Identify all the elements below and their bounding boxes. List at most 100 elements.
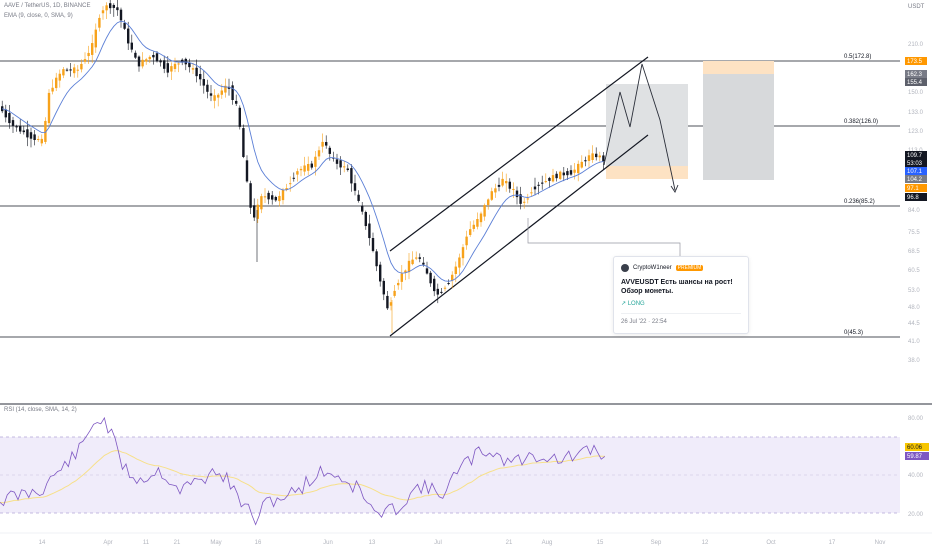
candle [69, 62, 72, 77]
candle [501, 171, 504, 188]
price-axis-label: 150.0 [908, 90, 924, 96]
candle [127, 21, 130, 51]
price-axis-label: 75.5 [908, 230, 920, 236]
candle [231, 81, 234, 105]
symbol-header[interactable]: AAVE / TetherUS, 1D, BINANCE [4, 3, 91, 9]
candle [479, 211, 483, 227]
candle [544, 173, 547, 184]
candle [281, 187, 285, 205]
projection-path[interactable] [603, 63, 676, 191]
channel-upper-line [389, 56, 649, 252]
candle [37, 135, 40, 142]
idea-author[interactable]: CryptoW1neer PREMIUM [621, 264, 704, 272]
candlestick-series[interactable] [1, 0, 605, 333]
candle [537, 181, 540, 195]
price-badge: 107.1 [905, 167, 927, 175]
idea-title[interactable]: AVVEUSDT Есть шансы на рост! Обзор монет… [621, 279, 733, 295]
rsi-axis-label: 40.00 [908, 473, 924, 479]
candle [465, 230, 468, 250]
ema-legend[interactable]: EMA (9, close, 0, SMA, 9) [4, 13, 73, 19]
candle [566, 168, 569, 180]
candle [458, 253, 461, 275]
price-axis-label: 68.5 [908, 249, 920, 255]
candle [587, 149, 591, 169]
idea-direction: ↗ LONG [621, 300, 645, 307]
candle [15, 124, 18, 132]
time-axis[interactable]: 14 Apr 11 21 May 16 Jun 13 Jul 21 Aug 15 Sep 12 Oct 17 N… [39, 540, 886, 546]
price-badges: 173.5 162.3 155.4 109.7 53:03 107.1 104.2 97.1 9… [905, 57, 927, 201]
candle [134, 50, 137, 59]
candle [397, 279, 400, 290]
candle [116, 0, 119, 16]
candle [217, 93, 220, 107]
candle [541, 175, 544, 190]
candle [44, 117, 47, 145]
candle [526, 193, 529, 204]
candle [51, 79, 54, 95]
ascending-channel[interactable] [389, 56, 649, 337]
svg-text:104.2: 104.2 [907, 177, 923, 183]
position-tool-right[interactable] [703, 61, 774, 180]
svg-text:155.4: 155.4 [907, 80, 923, 86]
candle [8, 104, 11, 129]
candle [393, 284, 396, 298]
candle [26, 120, 29, 147]
candle [332, 151, 335, 162]
time-axis-label: Jul [434, 540, 442, 546]
candle [562, 167, 565, 182]
candle [379, 261, 382, 287]
candle [303, 156, 306, 176]
candle [591, 145, 594, 163]
candle [364, 210, 367, 230]
candle [490, 187, 493, 202]
price-axis-label: 44.5 [908, 321, 920, 327]
candle [523, 198, 526, 209]
candle [87, 45, 90, 64]
time-axis-label: 11 [143, 540, 150, 546]
candle [368, 214, 371, 246]
price-axis-label: 38.0 [908, 358, 920, 364]
price-axis-label: 133.0 [908, 110, 924, 116]
candle [321, 133, 324, 153]
idea-card[interactable]: CryptoW1neer PREMIUM AVVEUSDT Есть шансы… [613, 256, 749, 334]
candle [515, 186, 519, 205]
rsi-badge: 60.06 [905, 443, 929, 451]
candle [148, 55, 151, 64]
price-badge: 104.2 [905, 175, 927, 183]
candle [371, 232, 375, 253]
author-name[interactable]: CryptoW1neer [633, 265, 672, 271]
candle [145, 57, 148, 65]
candle [407, 253, 411, 280]
price-badge: 97.1 [905, 184, 927, 192]
candle [256, 198, 259, 224]
svg-text:59.87: 59.87 [907, 454, 923, 460]
candle [188, 58, 191, 73]
rsi-legend[interactable]: RSI (14, close, SMA, 14, 2) [4, 407, 77, 413]
candle [58, 69, 61, 88]
candle [569, 165, 573, 176]
candle [109, 0, 112, 14]
candle [105, 2, 108, 19]
currency-label: USDT [908, 4, 925, 10]
time-axis-label: Sep [651, 540, 662, 546]
svg-text:53:03: 53:03 [907, 161, 923, 167]
projection-arrow-icon [670, 184, 679, 193]
time-axis-label: Nov [875, 540, 886, 546]
rsi-line [0, 416, 606, 526]
candle [91, 34, 94, 63]
candle [595, 147, 598, 161]
candle [47, 89, 51, 127]
candle [163, 55, 166, 74]
candle [375, 249, 378, 272]
candle [602, 151, 605, 170]
position-tool-left[interactable] [606, 84, 688, 179]
candle [299, 166, 303, 177]
candle [238, 105, 241, 130]
candle [487, 198, 490, 210]
candle [94, 23, 97, 53]
candle [152, 51, 155, 65]
candle [400, 265, 403, 290]
fib-label-0.236: 0.236(85.2) [844, 199, 875, 205]
